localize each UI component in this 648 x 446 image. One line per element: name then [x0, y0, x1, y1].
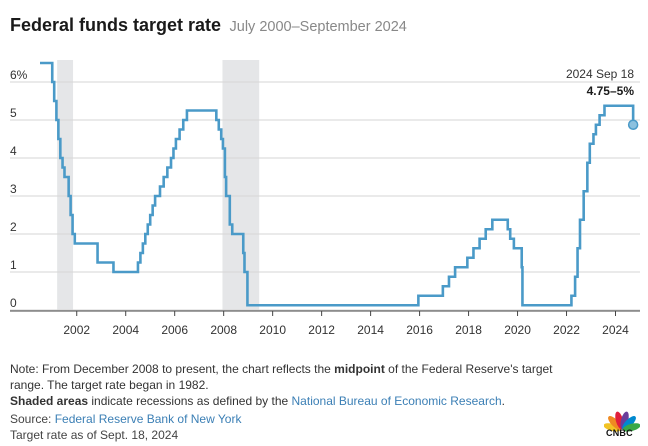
x-tick-label: 2018: [455, 323, 482, 337]
x-tick-label: 2006: [161, 323, 188, 337]
x-tick-label: 2010: [259, 323, 286, 337]
y-tick-label: 0: [10, 296, 17, 310]
y-tick-label: 6%: [10, 68, 28, 82]
chart-note-line-2: range. The target rate began in 1982.: [10, 377, 209, 393]
note-emphasis: midpoint: [334, 362, 385, 376]
y-tick-label: 5: [10, 106, 17, 120]
cnbc-logo-text: CNBC: [606, 428, 633, 438]
rate-line-chart: 0 1 2 3 4 5 6% 2002 2004 2006 2008 2010 2012 2014 2016…: [0, 0, 648, 360]
x-tick-label: 2012: [308, 323, 335, 337]
x-tick-label: 2008: [210, 323, 237, 337]
source-line: Source: Federal Reserve Bank of New York: [10, 411, 241, 427]
chart-note-line-1: Note: From December 2008 to present, the…: [10, 361, 553, 377]
x-tick-label: 2002: [63, 323, 90, 337]
y-tick-label: 2: [10, 220, 17, 234]
annotation-date: 2024 Sep 18: [566, 67, 634, 81]
note-emphasis: Shaded areas: [10, 394, 88, 408]
note-text: range. The target rate began in 1982.: [10, 378, 209, 392]
y-tick-label: 1: [10, 258, 17, 272]
as-of-text: Target rate as of Sept. 18, 2024: [10, 428, 178, 442]
recession-note: Shaded areas indicate recessions as defi…: [10, 393, 505, 409]
note-text: of the Federal Reserve's target: [385, 362, 553, 376]
x-tick-label: 2016: [406, 323, 433, 337]
source-link[interactable]: Federal Reserve Bank of New York: [55, 412, 242, 426]
note-text: Note: From December 2008 to present, the…: [10, 362, 334, 376]
x-tick-label: 2022: [553, 323, 580, 337]
nber-link[interactable]: National Bureau of Economic Research: [292, 394, 502, 408]
y-tick-label: 4: [10, 144, 17, 158]
x-tick-label: 2004: [112, 323, 139, 337]
as-of-line: Target rate as of Sept. 18, 2024: [10, 427, 178, 443]
x-tick-label: 2020: [504, 323, 531, 337]
note-text: indicate recessions as defined by the: [88, 394, 291, 408]
source-label: Source:: [10, 412, 55, 426]
rate-series-line: [40, 63, 633, 305]
x-tick-label: 2014: [357, 323, 384, 337]
x-tick-label: 2024: [602, 323, 629, 337]
latest-rate-marker: [629, 120, 638, 129]
note-text: .: [502, 394, 505, 408]
y-tick-label: 3: [10, 182, 17, 196]
annotation-value: 4.75–5%: [587, 84, 635, 98]
